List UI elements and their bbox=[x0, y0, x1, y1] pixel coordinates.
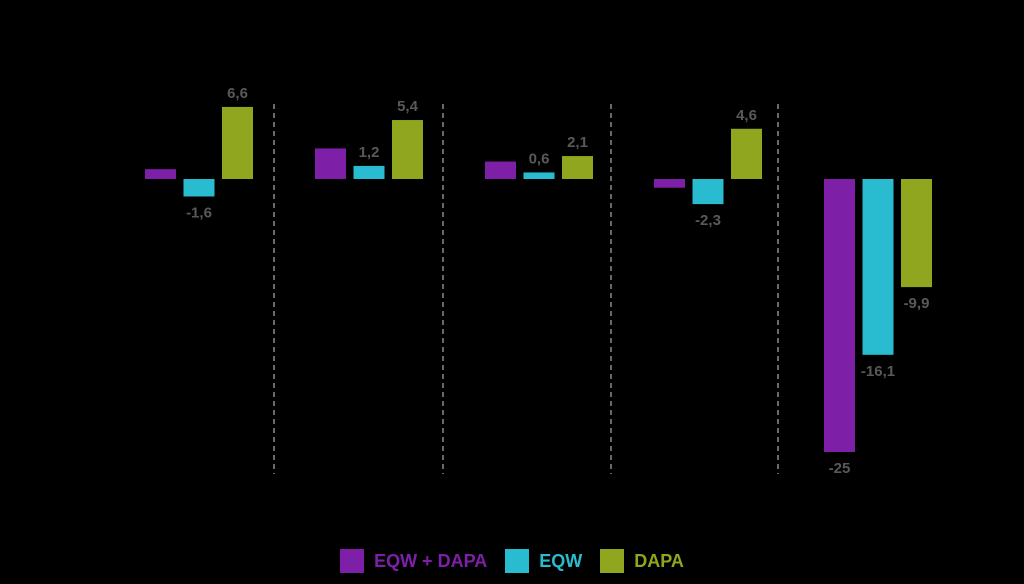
bar-eqw-dapa-group-1 bbox=[145, 169, 176, 179]
legend-label-eqw: EQW bbox=[539, 550, 583, 571]
data-label-eqw-group-5: -16,1 bbox=[861, 363, 895, 380]
data-label-eqw-group-3: 0,6 bbox=[529, 150, 550, 167]
bar-dapa-group-3 bbox=[562, 156, 593, 179]
legend: EQW + DAPA EQW DAPA bbox=[0, 546, 1024, 576]
data-label-eqw-group-4: -2,3 bbox=[695, 212, 721, 229]
bar-eqw-dapa-group-5 bbox=[824, 179, 855, 452]
legend-label-dapa: DAPA bbox=[634, 550, 684, 571]
data-label-eqw-group-1: -1,6 bbox=[186, 204, 212, 221]
data-label-dapa-group-3: 2,1 bbox=[567, 134, 588, 151]
bars bbox=[145, 106, 932, 452]
legend-swatch-dapa bbox=[600, 549, 625, 573]
bar-dapa-group-2 bbox=[392, 120, 423, 179]
legend-swatch-eqw bbox=[505, 549, 530, 573]
data-label-dapa-group-2: 5,4 bbox=[397, 98, 419, 115]
bar-eqw-group-4 bbox=[692, 179, 724, 205]
bar-dapa-group-5 bbox=[901, 179, 932, 288]
bar-eqw-group-2 bbox=[353, 165, 385, 179]
bar-eqw-dapa-group-2 bbox=[315, 148, 346, 179]
group-separators bbox=[273, 104, 779, 474]
bar-eqw-dapa-group-3 bbox=[485, 161, 516, 179]
bar-dapa-group-1 bbox=[222, 106, 253, 179]
data-label-dapa-group-1: 6,6 bbox=[227, 85, 248, 102]
bar-dapa-group-4 bbox=[731, 128, 762, 179]
bar-eqw-group-5 bbox=[862, 179, 894, 355]
legend-item-eqw-dapa: EQW + DAPA bbox=[340, 549, 487, 573]
data-label-dapa-group-4: 4,6 bbox=[736, 107, 757, 124]
bar-eqw-group-1 bbox=[183, 179, 215, 197]
bar-eqw-dapa-group-4 bbox=[654, 179, 685, 188]
data-label-eqw-dapa-group-5: -25 bbox=[829, 460, 851, 477]
data-label-dapa-group-5: -9,9 bbox=[904, 295, 930, 312]
legend-item-dapa: DAPA bbox=[600, 549, 684, 573]
bar-eqw-group-3 bbox=[523, 172, 555, 179]
legend-item-eqw: EQW bbox=[505, 549, 582, 573]
legend-label-eqw-dapa: EQW + DAPA bbox=[374, 550, 488, 571]
data-label-eqw-group-2: 1,2 bbox=[359, 144, 380, 161]
legend-swatch-eqw-dapa bbox=[340, 549, 365, 573]
data-labels: -25 -1,6 1,2 0,6 -2,3 -16,1 6,6 5,4 2,1 4,6 -9,9 bbox=[186, 85, 929, 477]
